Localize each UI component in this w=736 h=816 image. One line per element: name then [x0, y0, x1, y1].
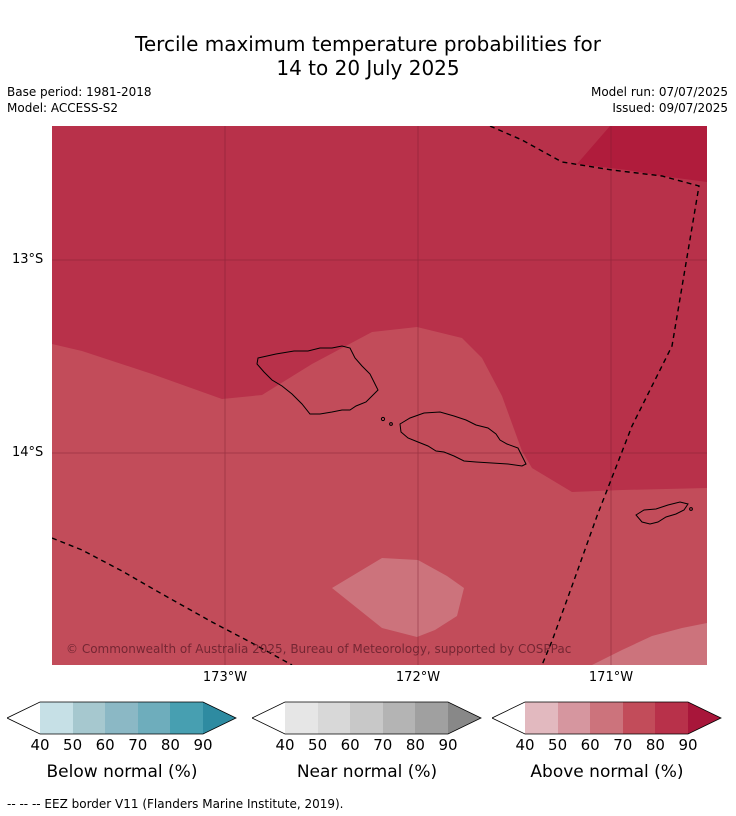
colorbar-above-segment-80-90 [655, 702, 688, 734]
lon-label-171w: 171°W [588, 670, 634, 685]
tick-label: 70 [613, 736, 633, 754]
eez-border [52, 126, 700, 665]
colorbar-below-segment-over-90 [203, 702, 236, 734]
upolu-island-outline [399, 411, 527, 467]
colorbar-above-segment-50-60 [558, 702, 590, 734]
colorbar-below-label: Below normal (%) [46, 762, 198, 782]
tick-label: 40 [30, 736, 50, 754]
tick-label: 80 [405, 736, 425, 754]
tick-label: 40 [515, 736, 535, 754]
colorbar-near-outline [252, 701, 482, 735]
lon-label-173w: 173°W [202, 670, 248, 685]
eez-border-legend: -- -- -- EEZ border V11 (Flanders Marine… [7, 797, 344, 811]
colorbar-below-outline [7, 701, 237, 735]
coastlines [256, 345, 693, 525]
model-label: Model: ACCESS-S2 [7, 101, 119, 115]
eez-border-southwest [52, 537, 293, 665]
lat-label-13s: 13°S [12, 252, 44, 267]
lon-label-172w: 172°W [395, 670, 441, 685]
colorbar-above-segment-under-40 [492, 702, 525, 734]
probability-region-70-80 [52, 327, 707, 665]
colorbar-near-segment-under-40 [252, 702, 285, 734]
lat-label-14s: 14°S [12, 445, 44, 460]
colorbar-above-normal [492, 701, 722, 735]
tick-label: 60 [95, 736, 115, 754]
apolima-island-outline [380, 416, 386, 422]
chart-title-line-1: Tercile maximum temperature probabilitie… [135, 32, 601, 56]
probability-region-90-plus [577, 126, 707, 182]
aunuu-island-outline [689, 507, 693, 511]
colorbar-above-outline [492, 701, 722, 735]
probability-region-60-70-southeast [592, 623, 707, 665]
colorbar-near-segment-50-60 [318, 702, 350, 734]
colorbar-near-segment-60-70 [350, 702, 383, 734]
tick-label: 50 [308, 736, 328, 754]
tick-label: 90 [193, 736, 213, 754]
colorbar-near-segment-70-80 [383, 702, 415, 734]
tick-label: 60 [340, 736, 360, 754]
savaii-island-outline [256, 345, 379, 415]
eez-border-east [489, 126, 700, 665]
chart-title-line-2: 14 to 20 July 2025 [276, 56, 460, 80]
tick-label: 90 [438, 736, 458, 754]
colorbar-near-segment-40-50 [285, 702, 318, 734]
colorbar-below-segment-under-40 [7, 702, 40, 734]
colorbar-above-label: Above normal (%) [530, 762, 684, 782]
base-period-label: Base period: 1981-2018 [7, 85, 152, 99]
tick-label: 70 [373, 736, 393, 754]
tick-label: 70 [128, 736, 148, 754]
colorbar-above-segment-over-90 [688, 702, 721, 734]
tick-label: 90 [678, 736, 698, 754]
colorbar-near-label: Near normal (%) [296, 762, 438, 782]
model-run-label: Model run: 07/07/2025 [590, 85, 728, 99]
tick-label: 80 [645, 736, 665, 754]
manono-island-outline [389, 422, 393, 426]
colorbar-below-segment-60-70 [105, 702, 138, 734]
copyright-text: © Commonwealth of Australia 2025, Bureau… [66, 642, 571, 656]
tutuila-island-outline [635, 501, 689, 525]
tick-label: 60 [580, 736, 600, 754]
issued-label: Issued: 09/07/2025 [612, 101, 728, 115]
colorbar-above-segment-70-80 [623, 702, 655, 734]
colorbar-below-segment-80-90 [170, 702, 203, 734]
tick-label: 80 [160, 736, 180, 754]
tick-label: 50 [548, 736, 568, 754]
tick-label: 40 [275, 736, 295, 754]
colorbar-below-segment-50-60 [73, 702, 105, 734]
map-panel: © Commonwealth of Australia 2025, Bureau… [52, 126, 707, 665]
colorbar-below-normal [7, 701, 237, 735]
tick-label: 50 [63, 736, 83, 754]
colorbar-above-segment-60-70 [590, 702, 623, 734]
graticule [52, 126, 707, 665]
colorbar-near-segment-over-90 [448, 702, 481, 734]
colorbar-above-segment-40-50 [525, 702, 558, 734]
map-svg: © Commonwealth of Australia 2025, Bureau… [52, 126, 707, 665]
colorbar-near-normal [252, 701, 482, 735]
probability-region-60-70 [332, 558, 464, 637]
colorbar-below-segment-70-80 [138, 702, 170, 734]
colorbar-below-segment-40-50 [40, 702, 73, 734]
colorbar-near-segment-80-90 [415, 702, 448, 734]
